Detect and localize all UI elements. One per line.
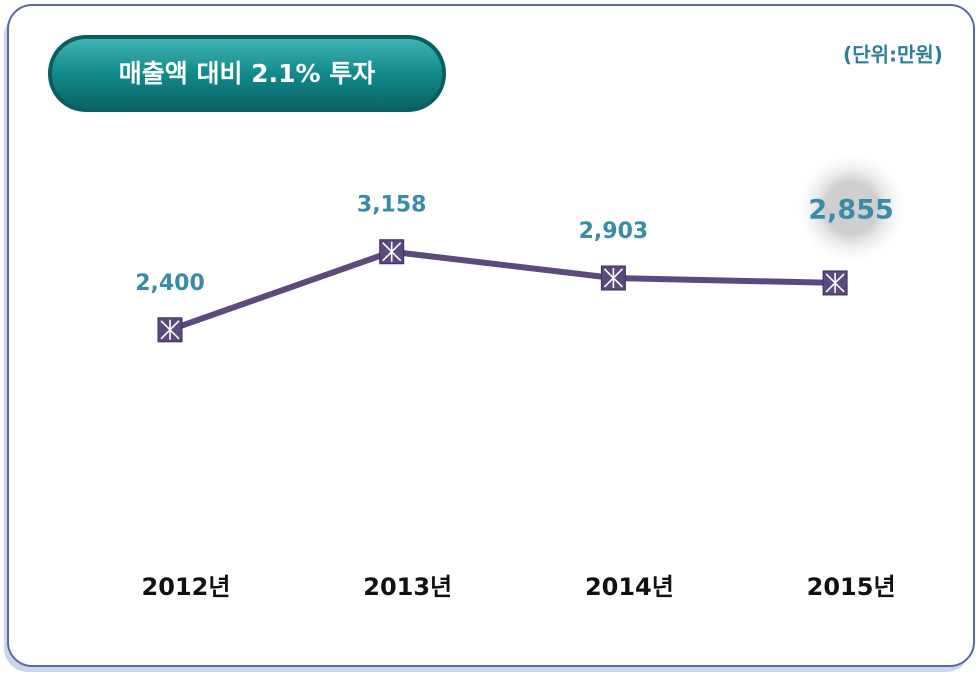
frame <box>7 4 975 667</box>
highlight-glow <box>793 149 910 266</box>
title-pill <box>52 39 442 108</box>
line <box>169 248 836 333</box>
plot: 2,400 2012년 3,158 2013년 2,903 2014년 2,855 2015년 <box>135 149 910 601</box>
unit-label: (단위:만원) <box>843 43 943 67</box>
marker-cross <box>160 319 180 340</box>
x-tick-label: 2013년 <box>363 573 452 601</box>
x-tick-label: 2014년 <box>585 573 674 601</box>
marker-cross <box>382 241 402 262</box>
marker <box>379 239 405 265</box>
marker <box>157 317 183 343</box>
marker-cross <box>825 272 845 293</box>
x-tick-label: 2015년 <box>807 573 896 601</box>
x-tick-label: 2012년 <box>142 573 231 601</box>
data-label: 2,903 <box>579 219 649 244</box>
data-label: 2,400 <box>135 271 205 296</box>
chart-title: 매출액 대비 2.1% 투자 <box>119 59 375 88</box>
data-label: 3,158 <box>357 193 427 218</box>
marker-cross <box>603 267 623 288</box>
marker <box>822 270 848 296</box>
marker <box>600 265 626 291</box>
data-label: 2,855 <box>808 194 893 225</box>
